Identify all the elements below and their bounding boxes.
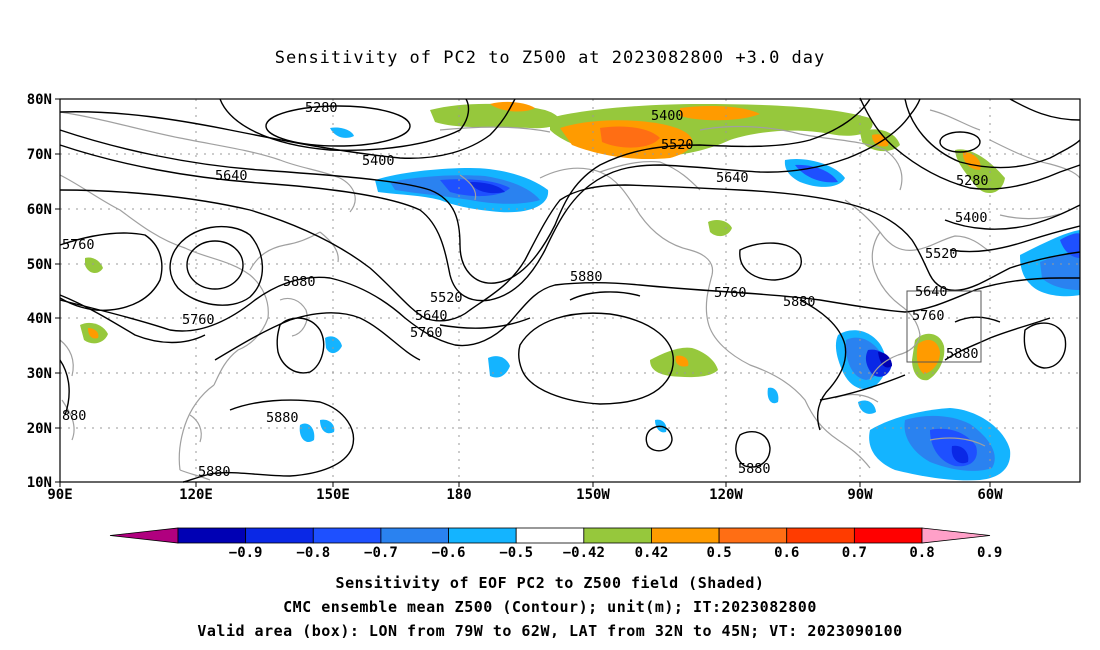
contour-label: 5880 xyxy=(738,461,771,477)
colorbar-box xyxy=(177,527,247,544)
contour-label: 5880 xyxy=(198,464,231,480)
colorbar-box xyxy=(380,527,449,544)
colorbar-label: 0.42 xyxy=(635,545,669,561)
lat-label: 60N xyxy=(27,202,52,218)
colorbar-box xyxy=(312,527,382,544)
colorbar-box xyxy=(515,527,585,544)
longitude-labels: 90E 120E 150E 180 150W 120W 90W 60W xyxy=(47,487,1003,503)
lon-label: 120W xyxy=(709,487,743,503)
colorbar-label: 0.5 xyxy=(706,545,731,561)
contour-labels: 5280 5400 5640 5760 5880 5760 5520 5640 … xyxy=(62,100,989,480)
contour-label: 5400 xyxy=(955,210,988,226)
lat-label: 30N xyxy=(27,366,52,382)
lat-label: 50N xyxy=(27,257,52,273)
colorbar-box xyxy=(245,527,314,544)
colorbar-label: −0.8 xyxy=(296,545,330,561)
colorbar-box xyxy=(651,527,720,544)
chart-title: Sensitivity of PC2 to Z500 at 2023082800… xyxy=(274,48,826,68)
contour-label: 5640 xyxy=(716,170,749,186)
contour-label: 5640 xyxy=(915,284,948,300)
contour-label: 5880 xyxy=(570,269,603,285)
latitude-labels: 80N 70N 60N 50N 40N 30N 20N 10N xyxy=(27,92,52,491)
contour-label: 5760 xyxy=(714,285,747,301)
contour-label: 5880 xyxy=(283,274,316,290)
colorbar-box xyxy=(853,527,923,544)
contour-label: 5640 xyxy=(215,168,248,184)
colorbar-label: −0.5 xyxy=(499,545,533,561)
lat-label: 20N xyxy=(27,421,52,437)
contour-label: 5760 xyxy=(912,308,945,324)
colorbar-label: 0.9 xyxy=(977,545,1002,561)
colorbar-label: −0.9 xyxy=(229,545,263,561)
colorbar-label: −0.7 xyxy=(364,545,398,561)
colorbar-label: 0.8 xyxy=(909,545,934,561)
colorbar-box xyxy=(718,527,788,544)
contour-label: 5520 xyxy=(661,137,694,153)
contour-label: 5880 xyxy=(783,294,816,310)
contour-label: 5880 xyxy=(266,410,299,426)
contour-label: 5640 xyxy=(415,308,448,324)
colorbar-box xyxy=(786,527,855,544)
contour-label: 5760 xyxy=(182,312,215,328)
colorbar-box xyxy=(583,527,652,544)
contour-label: 5280 xyxy=(305,100,338,116)
map-frame xyxy=(59,98,1081,483)
coastlines xyxy=(59,109,1081,481)
lon-label: 150W xyxy=(576,487,610,503)
contour-label: 5520 xyxy=(925,246,958,262)
shaded-sensitivity xyxy=(80,101,1080,481)
caption-line-3: Valid area (box): LON from 79W to 62W, L… xyxy=(197,622,903,640)
caption-line-2: CMC ensemble mean Z500 (Contour); unit(m… xyxy=(283,598,817,616)
lat-label: 40N xyxy=(27,311,52,327)
contour-label: 5880 xyxy=(946,346,979,362)
lon-label: 90E xyxy=(47,487,72,503)
contour-label: 5760 xyxy=(62,237,95,253)
lon-label: 90W xyxy=(847,487,873,503)
caption-line-1: Sensitivity of EOF PC2 to Z500 field (Sh… xyxy=(335,574,765,592)
colorbar-label: −0.6 xyxy=(432,545,466,561)
axis-ticks xyxy=(55,98,991,487)
colorbar: −0.9 −0.8 −0.7 −0.6 −0.5 −0.42 0.42 0.5 0.6 0.7 0.… xyxy=(109,527,1002,561)
colorbar-min-triangle xyxy=(109,527,179,544)
colorbar-label: −0.42 xyxy=(563,545,605,561)
contour-label: 880 xyxy=(62,408,86,424)
lat-label: 70N xyxy=(27,147,52,163)
z500-contours xyxy=(59,97,1081,483)
contour-label: 5400 xyxy=(362,153,395,169)
contour-label: 5520 xyxy=(430,290,463,306)
contour-label: 5400 xyxy=(651,108,684,124)
colorbar-label: 0.7 xyxy=(842,545,867,561)
lon-label: 60W xyxy=(977,487,1003,503)
contour-label: 5760 xyxy=(410,325,443,341)
contour-label: 5280 xyxy=(956,173,989,189)
lon-label: 120E xyxy=(179,487,213,503)
colorbar-max-triangle xyxy=(921,527,991,544)
lat-label: 80N xyxy=(27,92,52,108)
valid-area-box xyxy=(906,290,982,363)
lon-label: 150E xyxy=(316,487,350,503)
lon-label: 180 xyxy=(446,487,471,503)
lat-label: 10N xyxy=(27,475,52,491)
colorbar-box xyxy=(448,527,517,544)
colorbar-label: 0.6 xyxy=(774,545,799,561)
